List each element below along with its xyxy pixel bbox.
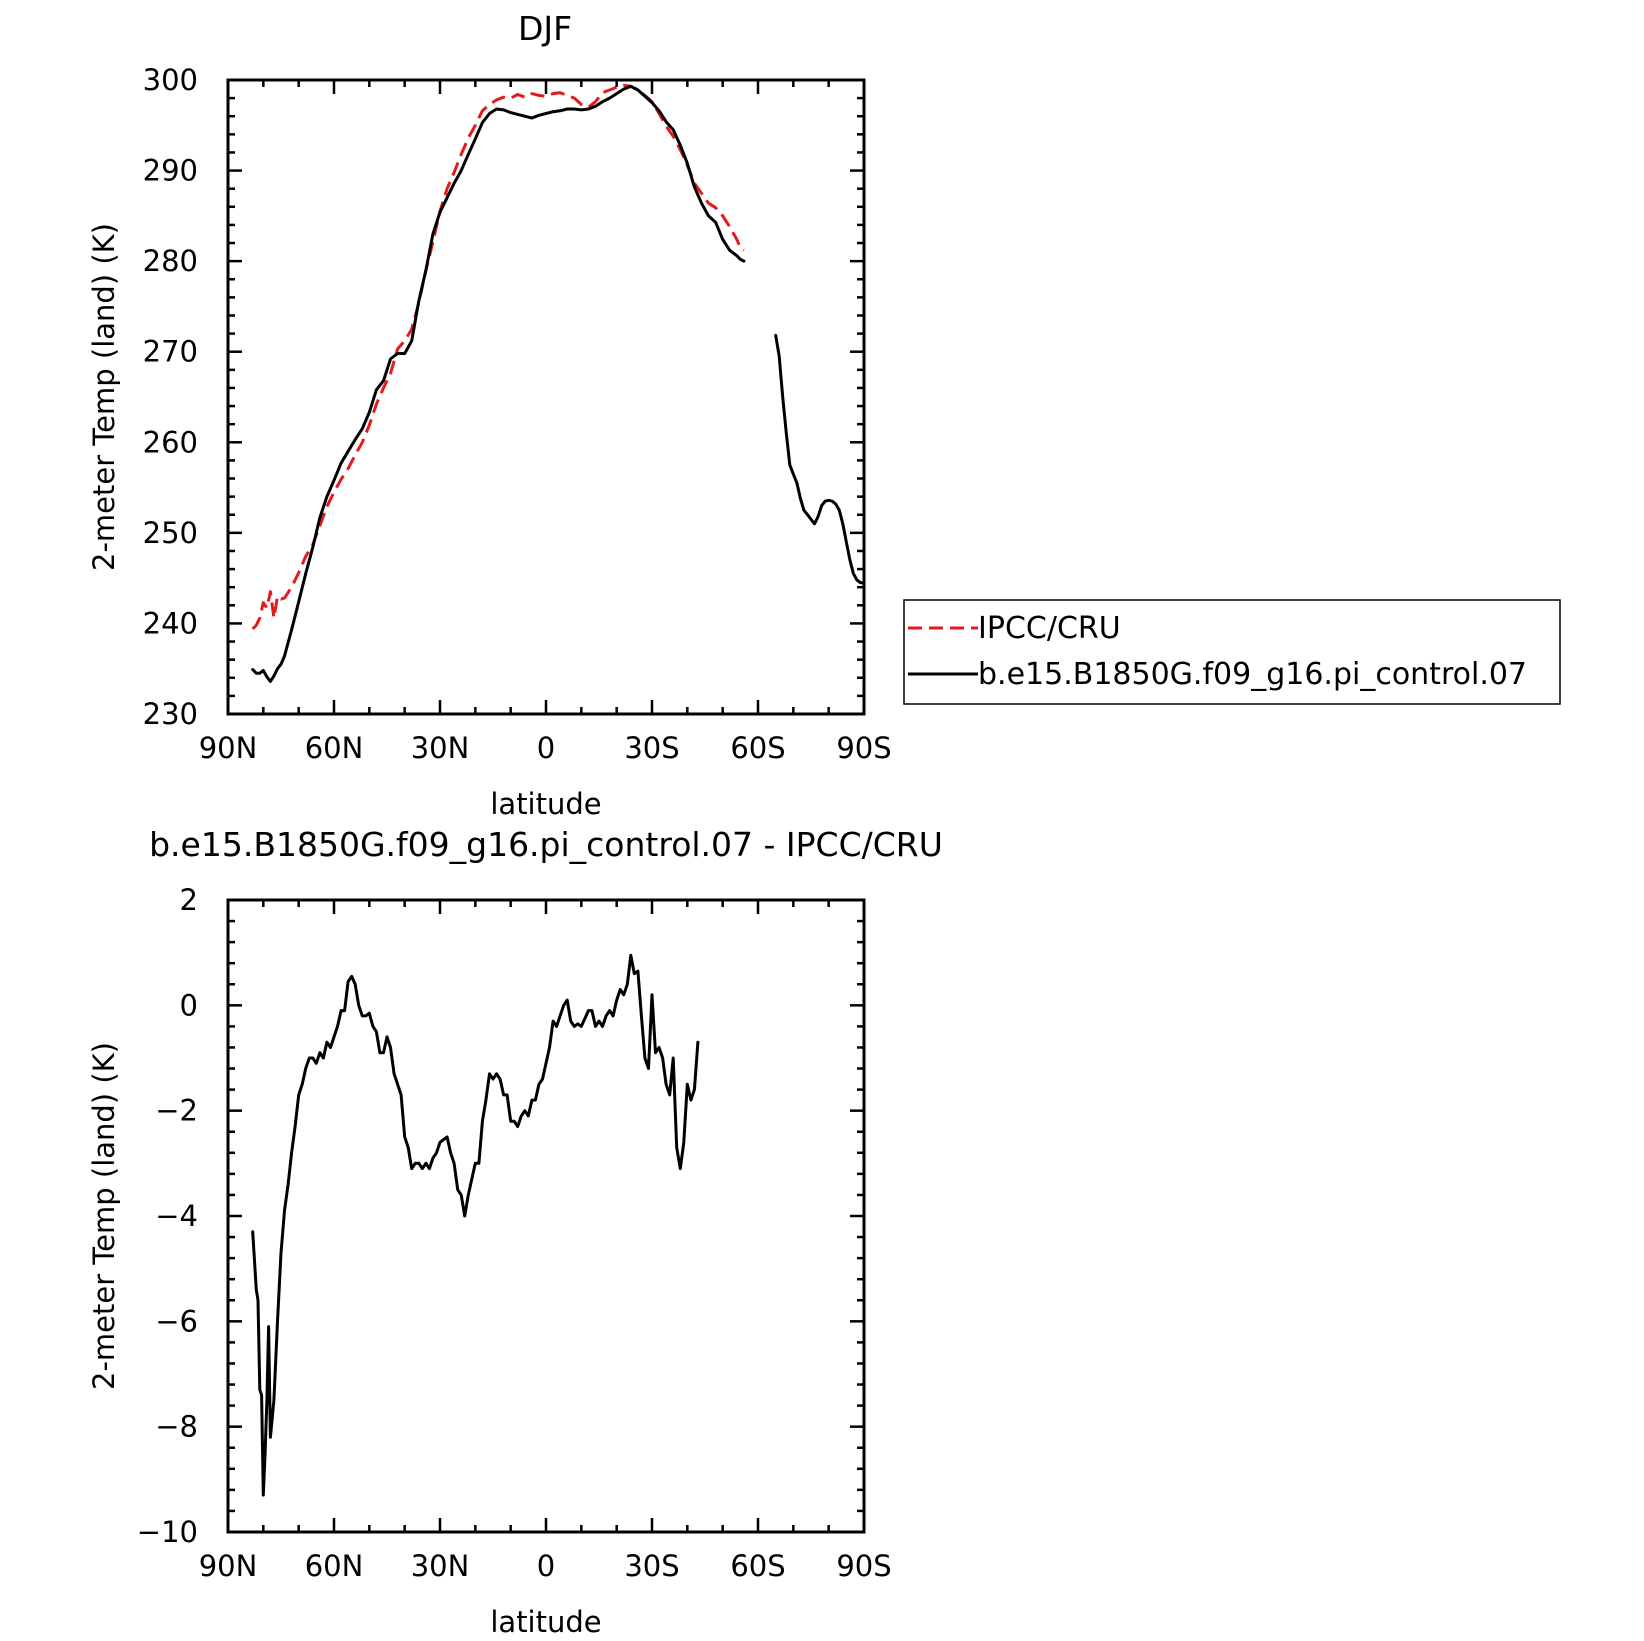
x-axis-label: latitude — [490, 1605, 601, 1639]
y-tick-label: −4 — [155, 1199, 198, 1233]
y-axis-label: 2-meter Temp (land) (K) — [87, 1042, 121, 1390]
tick-layer: 90N 60N 30N 0 30S 60S 90S 2 0 −2 −4 −6 −8 −10 — [137, 883, 892, 1583]
x-tick-label: 60N — [305, 1549, 364, 1583]
x-tick-label: 0 — [537, 731, 555, 765]
y-tick-label: 260 — [143, 425, 198, 459]
y-tick-label: −8 — [155, 1410, 198, 1444]
y-tick-label: 240 — [143, 606, 198, 640]
y-tick-label: 300 — [143, 63, 198, 97]
y-tick-label: −2 — [155, 1094, 198, 1128]
difference-chart: b.e15.B1850G.f09_g16.pi_control.07 - IPC… — [87, 825, 943, 1639]
series-layer — [251, 83, 866, 683]
y-tick-label: 280 — [143, 244, 198, 278]
difference-line — [251, 953, 700, 1497]
legend-label-ipcc-cru: IPCC/CRU — [978, 611, 1121, 646]
y-axis-label: 2-meter Temp (land) (K) — [87, 223, 121, 571]
x-tick-label: 0 — [537, 1549, 555, 1583]
y-tick-label: 270 — [143, 335, 198, 369]
x-tick-label: 30S — [624, 1549, 679, 1583]
x-axis-label: latitude — [490, 787, 601, 821]
y-tick-label: 250 — [143, 516, 198, 550]
difference-chart-title: b.e15.B1850G.f09_g16.pi_control.07 - IPC… — [149, 825, 943, 864]
x-tick-label: 90S — [836, 1549, 891, 1583]
y-tick-label: −6 — [155, 1304, 198, 1338]
x-tick-label: 90S — [836, 731, 891, 765]
plot-frame — [226, 78, 866, 716]
x-tick-label: 90N — [199, 1549, 258, 1583]
temperature-chart: DJF 90N 60N 30N 0 30S 60S 90S 300 290 280 270 260 25… — [87, 9, 1561, 821]
y-tick-label: 230 — [143, 697, 198, 731]
series-line-ipcc-cru — [251, 83, 745, 630]
x-tick-label: 60S — [730, 1549, 785, 1583]
plot-frame — [226, 898, 866, 1534]
x-tick-label: 90N — [199, 731, 258, 765]
legend: IPCC/CRU b.e15.B1850G.f09_g16.pi_control… — [903, 599, 1561, 705]
x-tick-label: 30N — [411, 731, 470, 765]
series-line-model — [251, 84, 866, 683]
y-tick-label: 2 — [180, 883, 198, 917]
y-tick-label: 0 — [180, 988, 198, 1022]
series-layer — [251, 953, 700, 1497]
legend-box — [903, 599, 1561, 705]
x-tick-label: 60S — [730, 731, 785, 765]
y-tick-label: −10 — [137, 1515, 198, 1549]
chart-title: DJF — [518, 9, 572, 48]
x-tick-label: 30N — [411, 1549, 470, 1583]
x-tick-label: 30S — [624, 731, 679, 765]
y-tick-label: 290 — [143, 154, 198, 188]
tick-layer: 90N 60N 30N 0 30S 60S 90S 300 290 280 270 260 250 240… — [143, 63, 892, 765]
x-tick-label: 60N — [305, 731, 364, 765]
legend-label-model: b.e15.B1850G.f09_g16.pi_control.07 — [978, 657, 1527, 692]
